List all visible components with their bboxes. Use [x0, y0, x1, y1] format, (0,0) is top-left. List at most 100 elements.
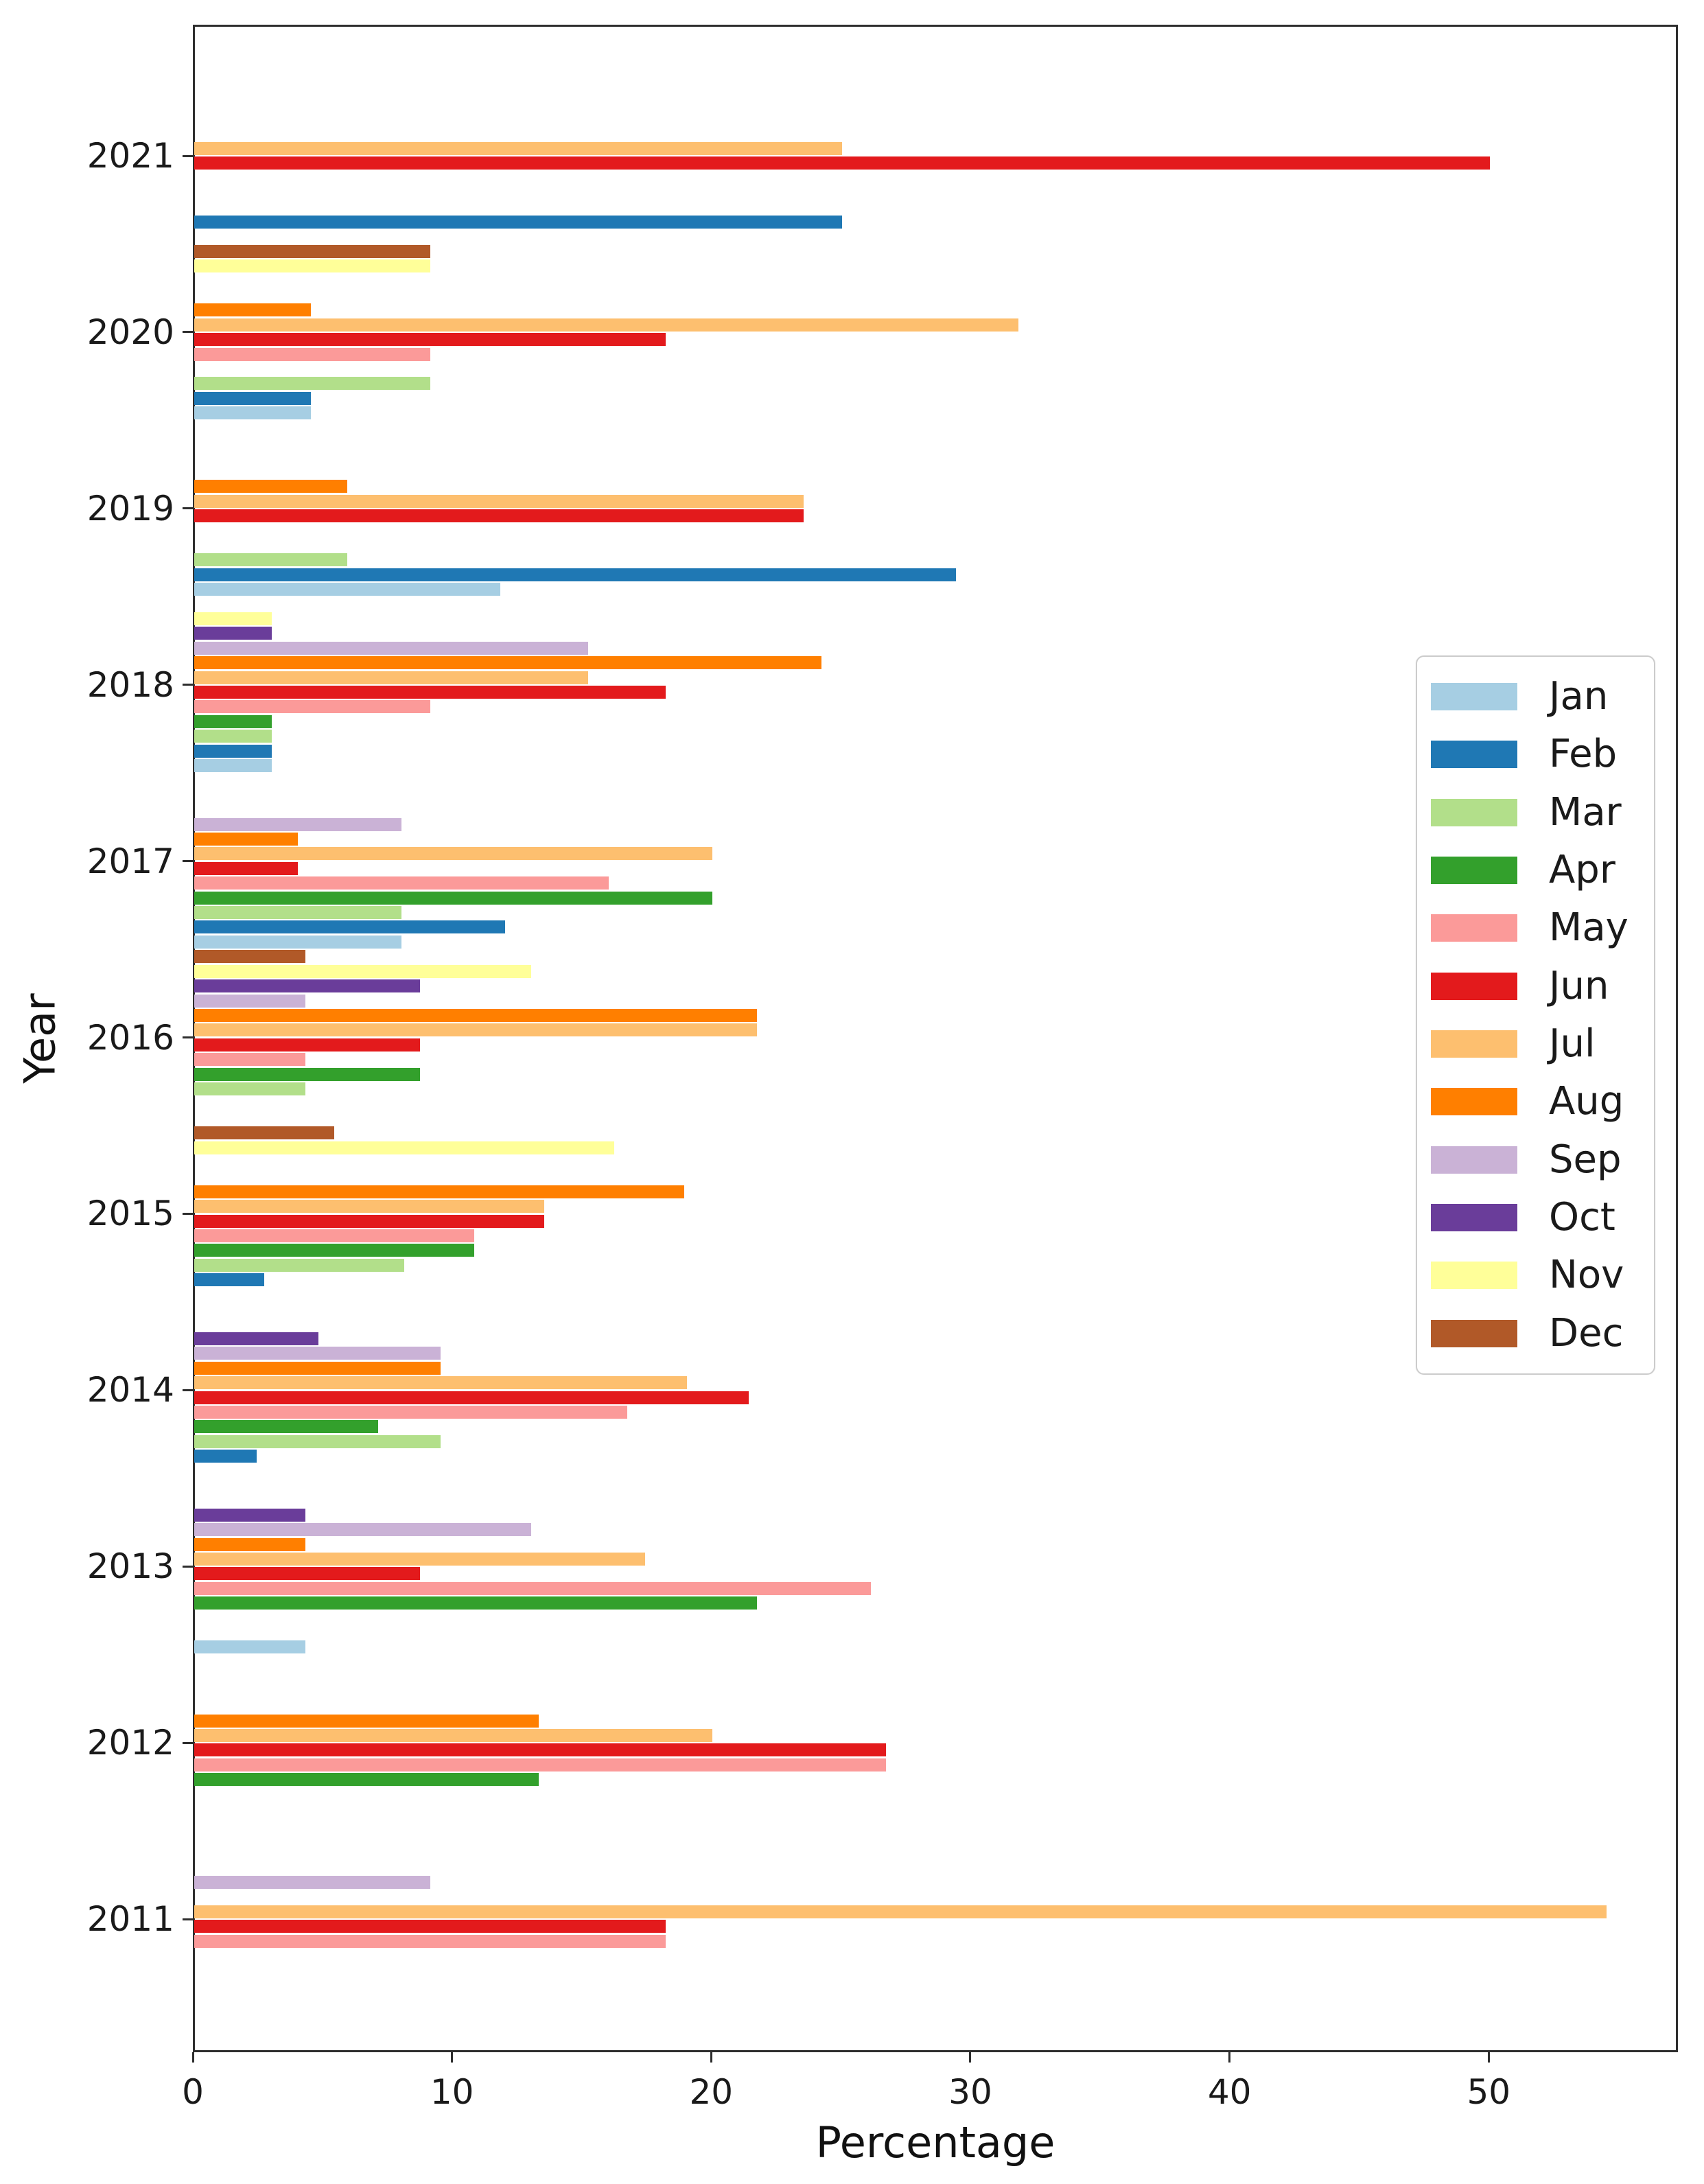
legend-swatch-dec	[1431, 1319, 1517, 1347]
bar-jun-2012	[194, 1743, 887, 1757]
bar-jul-2019	[194, 494, 804, 508]
legend-item-jun: Jun	[1417, 963, 1654, 1008]
y-axis-tick-mark	[183, 331, 193, 334]
bar-jun-2014	[194, 1391, 749, 1404]
legend-swatch-sep	[1431, 1146, 1517, 1174]
legend-label: Nov	[1549, 1253, 1624, 1298]
bar-aug-2013	[194, 1537, 306, 1551]
legend-swatch-jan	[1431, 683, 1517, 711]
bar-may-2012	[194, 1758, 887, 1771]
bar-may-2015	[194, 1229, 474, 1242]
bar-nov-2020	[194, 259, 430, 273]
bar-feb-2018	[194, 744, 272, 758]
bar-mar-2014	[194, 1434, 441, 1448]
y-axis-tick-label: 2018	[86, 664, 174, 705]
y-axis-tick-mark	[183, 860, 193, 863]
y-axis-tick-mark	[183, 1918, 193, 1920]
y-axis-tick-mark	[183, 1036, 193, 1038]
bar-apr-2012	[194, 1773, 539, 1787]
legend-label: Feb	[1549, 732, 1618, 777]
bar-apr-2016	[194, 1067, 420, 1081]
bar-sep-2013	[194, 1523, 531, 1537]
bar-may-2017	[194, 876, 609, 890]
bar-may-2018	[194, 700, 430, 714]
legend-label: Dec	[1549, 1310, 1624, 1356]
bar-oct-2014	[194, 1332, 319, 1345]
bar-nov-2018	[194, 612, 272, 625]
bar-feb-2019	[194, 568, 957, 581]
bar-sep-2017	[194, 817, 402, 831]
bar-aug-2015	[194, 1185, 684, 1198]
legend-swatch-oct	[1431, 1204, 1517, 1232]
bar-nov-2016	[194, 964, 531, 978]
bar-jan-2020	[194, 406, 311, 420]
bar-mar-2020	[194, 377, 430, 391]
bar-jan-2018	[194, 758, 272, 772]
x-axis-tick-label: 10	[430, 2072, 474, 2112]
y-axis-tick-mark	[183, 684, 193, 686]
bar-feb-2014	[194, 1450, 257, 1463]
legend-item-may: May	[1417, 909, 1654, 947]
bar-jul-2018	[194, 671, 589, 684]
legend-item-dec: Dec	[1417, 1314, 1654, 1353]
bar-jun-2016	[194, 1038, 420, 1052]
bar-jun-2017	[194, 861, 299, 875]
bar-feb-2015	[194, 1273, 264, 1287]
bar-jul-2016	[194, 1023, 757, 1037]
bar-jul-2015	[194, 1200, 544, 1213]
x-axis-tick-mark	[1487, 2052, 1490, 2063]
y-axis-tick-label: 2011	[86, 1899, 174, 1939]
bar-mar-2018	[194, 730, 272, 743]
bar-jul-2014	[194, 1376, 687, 1390]
y-axis-tick-label: 2016	[86, 1017, 174, 1058]
legend-label: Jun	[1549, 963, 1609, 1008]
bar-feb-2020	[194, 391, 311, 405]
y-axis-tick-label: 2012	[86, 1723, 174, 1763]
bar-jul-2017	[194, 847, 713, 861]
x-axis-tick-mark	[969, 2052, 972, 2063]
legend-item-sep: Sep	[1417, 1140, 1654, 1179]
bar-jun-2015	[194, 1214, 544, 1228]
bar-jun-2021	[194, 156, 1491, 170]
bar-apr-2018	[194, 715, 272, 728]
bar-aug-2014	[194, 1361, 441, 1375]
bar-aug-2017	[194, 833, 299, 846]
bar-dec-2016	[194, 950, 306, 964]
legend: Jan Feb Mar Apr May Jun Jul Aug Sep Oct Nov Dec	[1416, 655, 1655, 1375]
legend-label: Mar	[1549, 789, 1622, 835]
legend-label: Jan	[1549, 674, 1609, 719]
x-axis-tick-label: 20	[689, 2072, 734, 2112]
bar-jan-2017	[194, 935, 402, 949]
bar-dec-2020	[194, 244, 430, 258]
x-axis-tick-mark	[1228, 2052, 1231, 2063]
bar-sep-2018	[194, 641, 589, 655]
bar-jun-2020	[194, 333, 666, 347]
bar-dec-2015	[194, 1126, 334, 1140]
bar-feb-2021	[194, 215, 843, 229]
x-axis-tick-label: 50	[1467, 2072, 1511, 2112]
legend-item-jul: Jul	[1417, 1025, 1654, 1063]
bar-mar-2019	[194, 553, 347, 567]
bar-jun-2011	[194, 1920, 666, 1933]
bar-may-2013	[194, 1581, 871, 1595]
legend-swatch-feb	[1431, 741, 1517, 769]
bar-jul-2020	[194, 318, 1018, 332]
y-axis-tick-mark	[183, 1741, 193, 1744]
legend-label: Apr	[1549, 848, 1615, 893]
legend-label: May	[1549, 905, 1629, 951]
bar-apr-2017	[194, 891, 713, 905]
bar-jul-2012	[194, 1728, 713, 1742]
legend-label: Jul	[1549, 1021, 1596, 1067]
bar-jul-2013	[194, 1553, 646, 1566]
bar-jun-2019	[194, 509, 804, 522]
legend-swatch-nov	[1431, 1262, 1517, 1290]
bar-may-2014	[194, 1405, 627, 1419]
bar-may-2011	[194, 1934, 666, 1948]
x-axis-label: Percentage	[815, 2117, 1055, 2168]
legend-item-apr: Apr	[1417, 851, 1654, 890]
bar-feb-2017	[194, 920, 506, 934]
y-axis-tick-mark	[183, 1389, 193, 1391]
legend-label: Aug	[1549, 1079, 1624, 1124]
legend-item-oct: Oct	[1417, 1198, 1654, 1237]
legend-item-feb: Feb	[1417, 735, 1654, 774]
